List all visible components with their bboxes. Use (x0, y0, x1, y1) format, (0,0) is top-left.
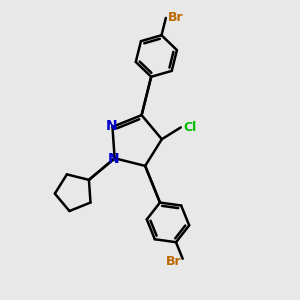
Text: Br: Br (168, 11, 184, 24)
Text: Cl: Cl (183, 121, 196, 134)
Text: N: N (105, 119, 117, 133)
Text: N: N (108, 152, 119, 166)
Text: Br: Br (166, 255, 181, 268)
